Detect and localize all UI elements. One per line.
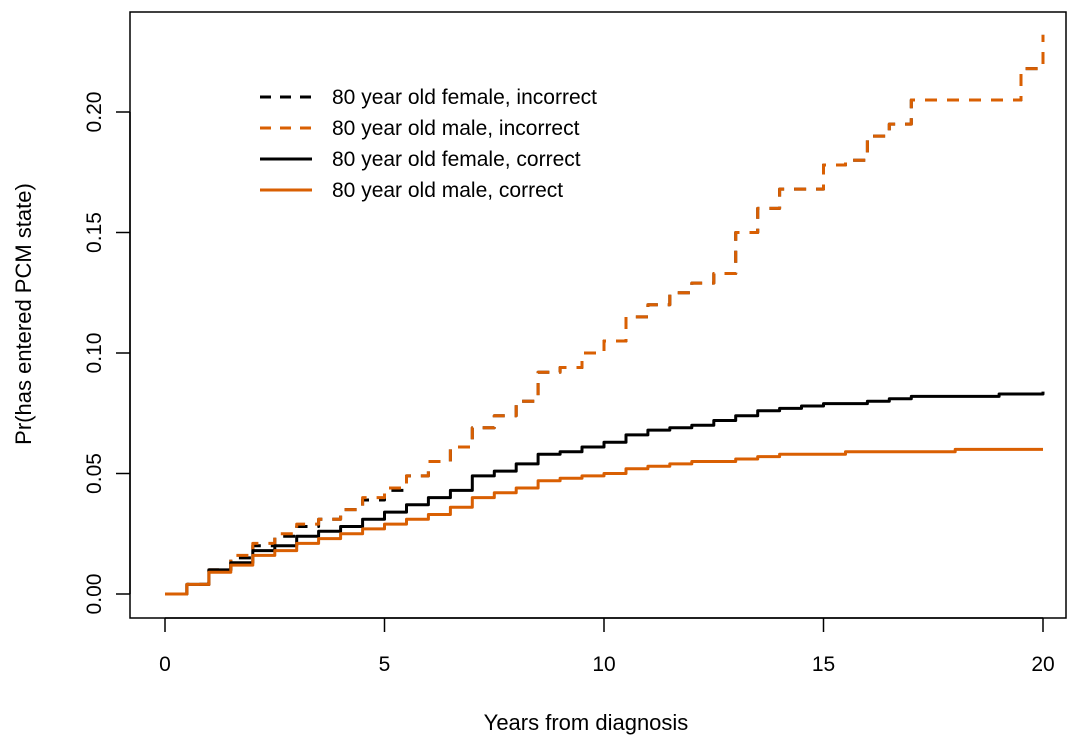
x-tick-label: 15 [812, 653, 835, 676]
legend-item: 80 year old male, incorrect [260, 117, 580, 140]
y-tick-label: 0.20 [83, 92, 106, 133]
y-tick-label: 0.05 [83, 453, 106, 494]
legend-item: 80 year old female, incorrect [260, 86, 597, 109]
y-tick-label: 0.15 [83, 212, 106, 253]
x-tick-label: 5 [379, 653, 391, 676]
x-tick-label: 10 [592, 653, 615, 676]
x-tick-label: 0 [159, 653, 171, 676]
y-axis-title: Pr(has entered PCM state) [11, 183, 36, 445]
y-tick-label: 0.10 [83, 333, 106, 374]
legend-label: 80 year old female, correct [332, 148, 581, 171]
series-line-4 [165, 447, 1043, 596]
x-tick-label: 20 [1031, 653, 1054, 676]
y-tick-label: 0.00 [83, 574, 106, 615]
plot-frame [129, 11, 1067, 619]
series-layer [165, 34, 1045, 596]
axes: 0 5 10 15 20 0.00 0.05 0.10 0.15 0.20 [83, 92, 1055, 676]
legend-item: 80 year old female, correct [260, 148, 581, 171]
x-axis-title: Years from diagnosis [484, 710, 689, 735]
legend: 80 year old female, incorrect 80 year old… [260, 86, 597, 202]
legend-label: 80 year old male, incorrect [332, 117, 580, 140]
legend-label: 80 year old male, correct [332, 179, 563, 202]
legend-label: 80 year old female, incorrect [332, 86, 597, 109]
series-line-2 [165, 34, 1045, 596]
series-line-3 [165, 391, 1045, 596]
legend-item: 80 year old male, correct [260, 179, 563, 202]
